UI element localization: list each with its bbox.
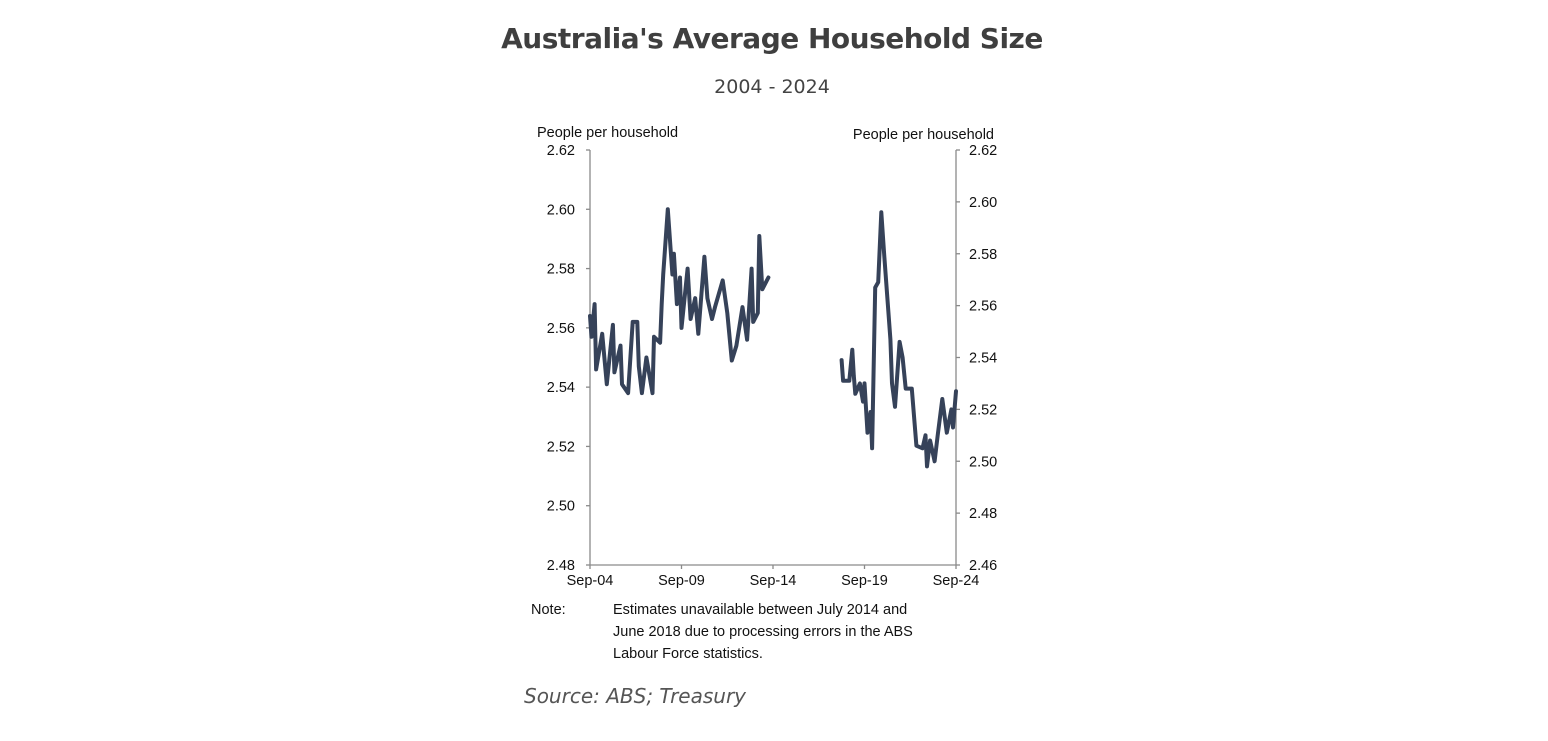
left-axis-label: People per household <box>537 125 678 141</box>
note-line-1: Estimates unavailable between July 2014 … <box>613 602 907 618</box>
x-tick-label: Sep-24 <box>933 573 980 589</box>
left-tick-label: 2.62 <box>547 143 575 159</box>
right-tick-label: 2.46 <box>969 558 997 574</box>
left-tick-label: 2.48 <box>547 558 575 574</box>
series-line-left <box>588 207 771 396</box>
right-tick-label: 2.60 <box>969 195 997 211</box>
right-tick-label: 2.62 <box>969 143 997 159</box>
right-tick-label: 2.52 <box>969 402 997 418</box>
right-tick-label: 2.58 <box>969 247 997 263</box>
series-line-right <box>839 210 958 469</box>
right-tick-label: 2.54 <box>969 351 997 367</box>
note-label: Note: <box>531 602 566 618</box>
left-tick-label: 2.54 <box>547 380 575 396</box>
left-tick-label: 2.56 <box>547 321 575 337</box>
x-tick-label: Sep-09 <box>658 573 705 589</box>
left-tick-label: 2.58 <box>547 262 575 278</box>
x-tick-label: Sep-04 <box>567 573 614 589</box>
left-tick-label: 2.50 <box>547 499 575 515</box>
left-tick-label: 2.60 <box>547 202 575 218</box>
x-tick-label: Sep-19 <box>841 573 888 589</box>
source-note: Source: ABS; Treasury <box>524 684 747 708</box>
left-tick-label: 2.52 <box>547 439 575 455</box>
right-tick-label: 2.56 <box>969 299 997 315</box>
right-tick-label: 2.50 <box>969 454 997 470</box>
x-tick-label: Sep-14 <box>750 573 797 589</box>
right-tick-label: 2.48 <box>969 506 997 522</box>
note-line-3: Labour Force statistics. <box>613 646 763 662</box>
note-line-2: June 2018 due to processing errors in th… <box>613 624 913 640</box>
chart-subtitle: 2004 - 2024 <box>714 76 830 98</box>
chart-title: Australia's Average Household Size <box>501 22 1043 55</box>
right-axis-label: People per household <box>853 127 994 143</box>
